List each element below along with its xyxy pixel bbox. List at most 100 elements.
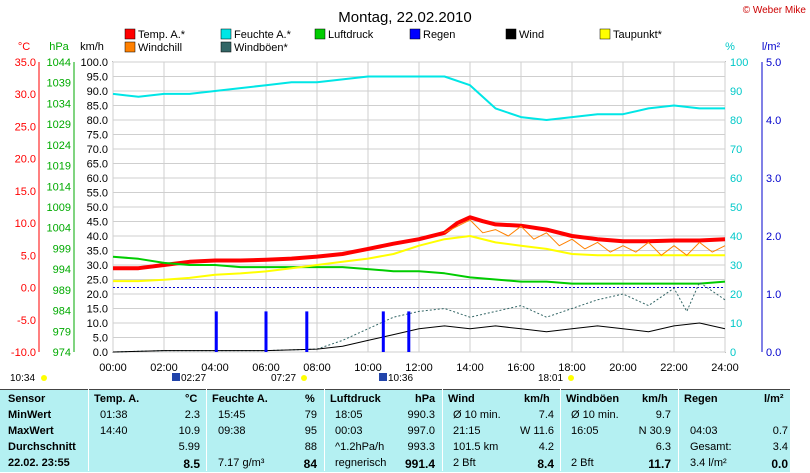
axis-tick-wind: 20.0 [87, 289, 108, 301]
axis-tick-wind: 60.0 [87, 173, 108, 185]
sun-icon [301, 375, 307, 381]
legend-swatch [409, 28, 421, 40]
humidity-value: 95 [304, 425, 317, 437]
series-line-luftdruck [112, 255, 726, 285]
axis-tick-humidity: 90 [730, 86, 742, 98]
legend-swatch [599, 28, 611, 40]
axis-tick-humidity: 60 [730, 173, 742, 185]
header-gust-unit: km/h [642, 393, 668, 405]
x-tick-label: 06:00 [252, 362, 280, 374]
axis-tick-humidity: 50 [730, 202, 742, 214]
axis-tick-rain: 4.0 [766, 115, 781, 127]
table-row-current: 22.02. 23:55 8.5 7.17 g/m³ 84 regnerisch… [0, 457, 790, 473]
header-sensor: Sensor [8, 393, 46, 405]
marker-sunrise: 07:27 [271, 373, 296, 384]
axis-tick-temp: 10.0 [15, 218, 36, 230]
axis-tick-temp: 15.0 [15, 186, 36, 198]
weather-chart: 00:00 02:00 04:00 06:00 08:00 10:00 12:00 14:00… [10, 5, 807, 384]
header-pressure-unit: hPa [415, 393, 436, 405]
gust-value: 11.7 [648, 457, 671, 471]
legend-label: Luftdruck [328, 29, 374, 41]
legend-swatch [220, 41, 232, 53]
header-wind-unit: km/h [524, 393, 550, 405]
legend-label: Regen [423, 29, 455, 41]
legend-label: Windchill [138, 42, 182, 54]
axis-tick-pressure: 1019 [47, 161, 71, 173]
pressure-time: ^1.2hPa/h [335, 441, 385, 453]
row-label: 22.02. 23:55 [8, 457, 70, 469]
humidity-value: 88 [304, 441, 317, 453]
axis-tick-wind: 10.0 [87, 318, 108, 330]
copyright-text: © Weber Mike [743, 5, 807, 16]
axis-tick-pressure: 1014 [47, 181, 71, 193]
row-label: MaxWert [8, 425, 54, 437]
legend-swatch [220, 28, 232, 40]
axis-tick-rain: 3.0 [766, 173, 781, 185]
wind-text: 2 Bft [453, 457, 476, 469]
rain-bar [264, 311, 268, 352]
axis-tick-wind: 25.0 [87, 275, 108, 287]
header-rain: Regen [684, 393, 718, 405]
table-divider [206, 389, 207, 471]
axis-tick-wind: 40.0 [87, 231, 108, 243]
axis-tick-pressure: 1029 [47, 119, 71, 131]
pressure-time: regnerisch [335, 457, 387, 469]
legend-label: Temp. A.* [138, 29, 186, 41]
header-temp-unit: °C [185, 393, 198, 405]
axis-tick-rain: 0.0 [766, 347, 781, 359]
axis-tick-wind: 5.0 [93, 333, 108, 345]
axis-tick-pressure: 1024 [47, 140, 71, 152]
legend-label: Windböen* [234, 42, 289, 54]
axis-tick-temp: 5.0 [21, 250, 36, 262]
temp-time: 14:40 [100, 425, 128, 437]
rain-text: 3.4 l/m² [690, 457, 727, 469]
axis-tick-rain: 1.0 [766, 289, 781, 301]
axis-tick-pressure: 979 [53, 326, 71, 338]
rain-value: 0.0 [771, 457, 788, 471]
axis-tick-pressure: 1009 [47, 202, 71, 214]
gust-value: N 30.9 [638, 425, 671, 437]
legend-swatch [505, 28, 517, 40]
axis-tick-pressure: 974 [53, 347, 71, 359]
moon-icon [172, 373, 180, 381]
series-line-taupunkt [113, 235, 725, 283]
pressure-time: 00:03 [335, 425, 363, 437]
axis-tick-pressure: 999 [53, 243, 71, 255]
header-humidity: Feuchte A. [212, 393, 268, 405]
axis-tick-wind: 35.0 [87, 246, 108, 258]
pressure-value: 993.3 [407, 441, 435, 453]
axis-tick-temp: 20.0 [15, 154, 36, 166]
humidity-time: 09:38 [218, 425, 246, 437]
humidity-time: 15:45 [218, 409, 246, 421]
axis-tick-wind: 65.0 [87, 159, 108, 171]
axis-tick-pressure: 994 [53, 264, 71, 276]
x-tick-label: 20:00 [609, 362, 637, 374]
axis-tick-pressure: 1039 [47, 78, 71, 90]
gust-value: 6.3 [655, 441, 671, 453]
axis-tick-humidity: 30 [730, 260, 742, 272]
table-row-min: MinWert 01:38 2.3 15:45 79 18:05 990.3 Ø… [0, 409, 790, 425]
table-divider [442, 389, 443, 471]
axis-tick-temp: -10.0 [11, 347, 36, 359]
x-tick-label: 10:00 [354, 362, 382, 374]
axis-tick-humidity: 80 [730, 115, 742, 127]
temp-value: 5.99 [178, 441, 200, 453]
axis-tick-temp: 0.0 [21, 283, 36, 295]
axis-unit-pressure: hPa [49, 41, 69, 53]
temp-value: 10.9 [178, 425, 200, 437]
axis-tick-wind: 50.0 [87, 202, 108, 214]
header-wind: Wind [448, 393, 475, 405]
axis-unit-temp: °C [18, 41, 30, 53]
sun-icon [568, 375, 574, 381]
axis-tick-wind: 15.0 [87, 304, 108, 316]
axis-tick-temp: 35.0 [15, 57, 36, 69]
axis-tick-humidity: 100 [730, 57, 748, 69]
moon-icon [379, 373, 387, 381]
table-divider [88, 389, 89, 471]
header-pressure: Luftdruck [330, 393, 381, 405]
axis-tick-rain: 5.0 [766, 57, 781, 69]
axis-tick-wind: 90.0 [87, 86, 108, 98]
row-label: MinWert [8, 409, 52, 421]
gust-text: 2 Bft [571, 457, 594, 469]
x-tick-label: 08:00 [303, 362, 331, 374]
